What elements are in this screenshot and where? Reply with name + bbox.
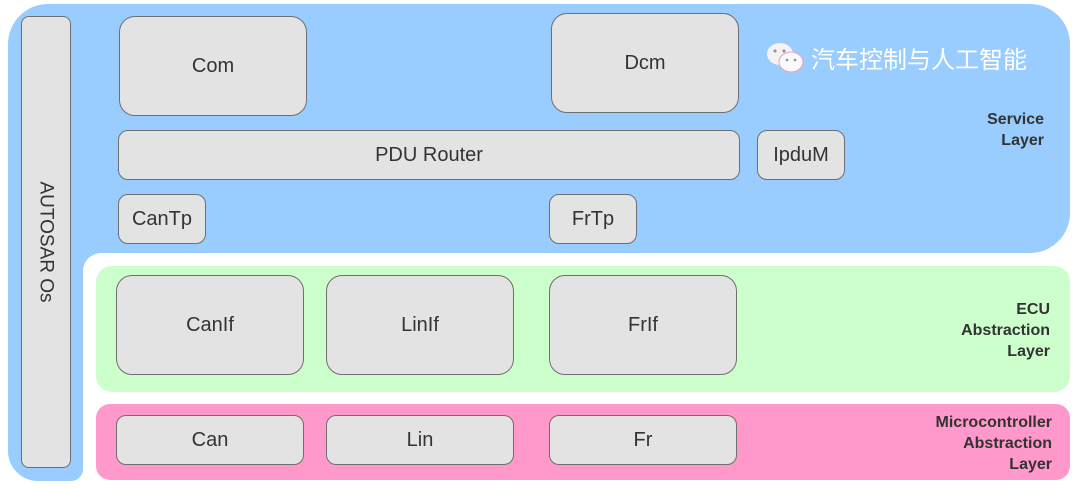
module-canif[interactable]: CanIf bbox=[116, 275, 304, 375]
module-pdu-router-label: PDU Router bbox=[375, 143, 483, 166]
module-frif-label: FrIf bbox=[628, 313, 658, 336]
module-canif-label: CanIf bbox=[186, 313, 234, 336]
module-frtp-label: FrTp bbox=[571, 207, 615, 230]
module-ipdum-label: IpduM bbox=[773, 143, 829, 166]
label-line: Abstraction bbox=[961, 322, 1050, 339]
autosar-os-label: AUTOSAR Os bbox=[36, 181, 57, 303]
module-lin-label: Lin bbox=[406, 428, 434, 451]
mcal-layer-label: Microcontroller Abstraction Layer bbox=[936, 412, 1052, 475]
watermark-text: 汽车控制与人工智能 bbox=[811, 47, 1027, 74]
label-line: Service bbox=[987, 111, 1044, 128]
label-line: Microcontroller bbox=[935, 414, 1052, 431]
module-lin[interactable]: Lin bbox=[326, 415, 514, 465]
module-cantp-label: CanTp bbox=[131, 207, 193, 230]
module-can-label: Can bbox=[191, 428, 229, 451]
label-line: ECU bbox=[1016, 301, 1050, 318]
module-can[interactable]: Can bbox=[116, 415, 304, 465]
label-line: Layer bbox=[1009, 456, 1052, 473]
wechat-icon bbox=[767, 42, 804, 72]
autosar-os[interactable]: AUTOSAR Os bbox=[21, 16, 71, 468]
module-pdu-router[interactable]: PDU Router bbox=[118, 130, 740, 180]
module-cantp[interactable]: CanTp bbox=[118, 194, 206, 244]
module-dcm[interactable]: Dcm bbox=[551, 13, 739, 113]
module-frif[interactable]: FrIf bbox=[549, 275, 737, 375]
ecu-layer-label: ECU Abstraction Layer bbox=[961, 299, 1050, 362]
label-line: Layer bbox=[1001, 132, 1044, 149]
module-com[interactable]: Com bbox=[119, 16, 307, 116]
module-com-label: Com bbox=[191, 54, 235, 77]
module-linif-label: LinIf bbox=[401, 313, 439, 336]
module-linif[interactable]: LinIf bbox=[326, 275, 514, 375]
service-layer-label: Service Layer bbox=[987, 109, 1044, 151]
label-line: Abstraction bbox=[963, 435, 1052, 452]
module-fr[interactable]: Fr bbox=[549, 415, 737, 465]
watermark: 汽车控制与人工智能 bbox=[765, 40, 1027, 75]
module-fr-label: Fr bbox=[633, 428, 653, 451]
module-dcm-label: Dcm bbox=[624, 51, 666, 74]
module-frtp[interactable]: FrTp bbox=[549, 194, 637, 244]
label-line: Layer bbox=[1007, 343, 1050, 360]
module-ipdum[interactable]: IpduM bbox=[757, 130, 845, 180]
